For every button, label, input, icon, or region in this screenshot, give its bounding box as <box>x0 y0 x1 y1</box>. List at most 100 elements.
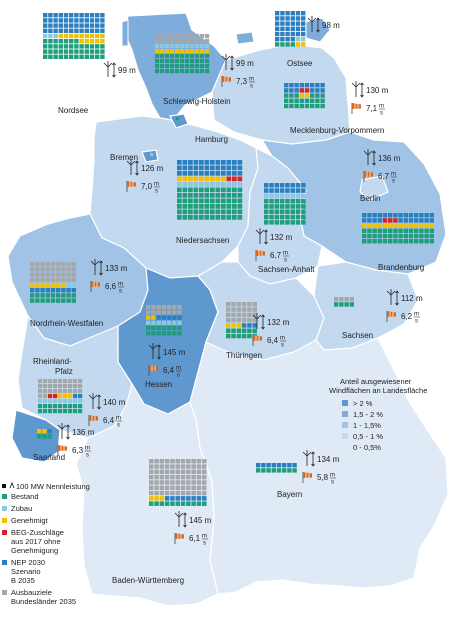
capacity-block <box>155 54 160 59</box>
capacity-block <box>43 384 48 389</box>
capacity-block <box>393 228 398 233</box>
capacity-block <box>193 182 199 187</box>
capacity-block <box>43 379 48 384</box>
capacity-block <box>66 272 71 277</box>
capacity-block <box>196 469 202 475</box>
hub-height-label: 145 m <box>163 348 186 357</box>
capacity-block <box>193 209 199 215</box>
capacity-block <box>290 198 295 204</box>
capacity-block <box>53 23 58 28</box>
capacity-block <box>160 59 165 64</box>
capacity-block <box>315 93 320 98</box>
capacity-block <box>100 23 105 28</box>
legend-item-label: Zubau <box>11 504 32 513</box>
capacity-block <box>154 490 159 496</box>
capacity-block <box>275 16 280 21</box>
capacity-block <box>95 44 100 49</box>
capacity-block <box>48 13 53 18</box>
capacity-block <box>56 298 61 303</box>
wind-speed-label: 6,4 <box>163 366 175 375</box>
capacity-block <box>289 93 294 98</box>
capacity-block <box>269 188 274 193</box>
capacity-block <box>247 302 252 307</box>
unit-denominator: s <box>86 453 89 459</box>
capacity-block <box>382 233 388 239</box>
capacity-block <box>295 42 301 47</box>
capacity-block <box>266 463 271 468</box>
capacity-block <box>66 282 71 288</box>
capacity-block <box>285 16 290 21</box>
wind-speed-label: 6,2 <box>401 312 413 321</box>
capacity-block <box>282 468 287 473</box>
annotation-mecklenburg-vorpommern: 130 m 7,1 ms <box>351 81 389 117</box>
capacity-block <box>149 490 154 496</box>
capacity-block <box>226 187 232 193</box>
capacity-block <box>290 193 295 199</box>
capacity-block <box>204 171 210 176</box>
capacity-block <box>61 272 66 277</box>
capacity-block <box>172 331 177 336</box>
capacity-block <box>226 307 231 312</box>
capacity-block <box>429 228 434 233</box>
capacity-block <box>56 293 61 298</box>
capacity-block <box>215 209 221 215</box>
capacity-block <box>48 39 53 44</box>
capacity-block <box>349 302 354 307</box>
capacity-block <box>419 233 424 239</box>
capacity-block <box>100 33 105 39</box>
capacity-block <box>237 193 243 198</box>
capacity-block <box>79 33 84 39</box>
capacity-block <box>287 463 292 468</box>
capacity-block <box>191 469 196 475</box>
hub-height-label: 132 m <box>267 318 290 327</box>
capacity-block <box>275 31 280 37</box>
capacity-block <box>279 209 285 214</box>
capacity-block <box>100 28 105 33</box>
capacity-block <box>280 16 285 21</box>
capacity-block <box>289 103 294 109</box>
capacity-block <box>53 389 58 394</box>
hub-height-label: 140 m <box>103 398 126 407</box>
capacity-block <box>388 218 393 223</box>
capacity-block <box>388 223 393 228</box>
capacity-block <box>310 93 315 98</box>
legend-unit-square <box>2 484 6 488</box>
capacity-block <box>221 204 226 209</box>
capacity-block <box>43 39 48 44</box>
capacity-block <box>164 480 170 485</box>
capacity-block <box>58 409 63 414</box>
capacity-block <box>63 389 68 394</box>
capacity-block <box>237 171 243 176</box>
capacity-block <box>149 459 154 464</box>
capacity-block <box>252 302 257 307</box>
capacity-block <box>276 463 282 468</box>
capacity-block <box>279 193 285 199</box>
capacity-block <box>69 28 74 33</box>
capacity-block <box>275 26 280 31</box>
unit-denominator: s <box>284 258 287 264</box>
capacity-block <box>56 262 61 267</box>
wind-speed-label: 7,1 <box>366 104 378 113</box>
capacity-block <box>215 193 221 198</box>
capacity-block <box>372 223 377 228</box>
capacity-block <box>71 267 76 272</box>
capacity-block <box>180 54 185 59</box>
capacity-block <box>301 42 306 47</box>
capacity-block <box>188 165 193 171</box>
capacity-block <box>63 409 68 414</box>
capacity-block <box>221 160 226 165</box>
capacity-block <box>66 288 71 293</box>
capacity-block <box>79 44 84 49</box>
capacity-block <box>237 204 243 209</box>
capacity-block <box>264 209 269 214</box>
capacity-block <box>275 11 280 16</box>
capacity-block <box>188 187 193 193</box>
capacity-block <box>274 214 280 220</box>
capacity-block <box>95 49 100 54</box>
capacity-block <box>40 288 45 293</box>
capacity-block <box>186 459 191 464</box>
capacity-block <box>35 267 40 272</box>
capacity-block <box>200 59 205 64</box>
label-mecklenburg-vorpommern: Mecklenburg-Vorpommern <box>290 126 384 135</box>
